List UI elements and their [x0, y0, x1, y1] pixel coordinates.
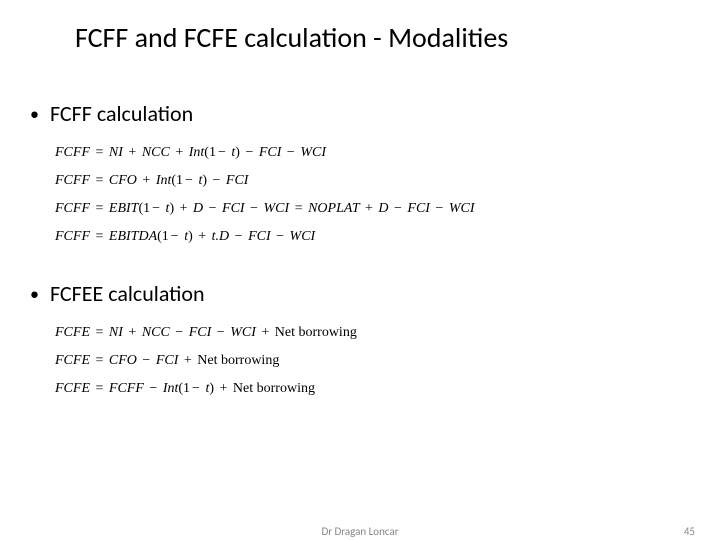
- fcff-formula-1: FCFF = NI + NCC + Int(1− t) − FCI − WCI: [55, 145, 720, 161]
- bullet-fcfe: • FCFEE calculation: [0, 280, 720, 307]
- slide-title: FCFF and FCFE calculation - Modalities: [0, 0, 720, 55]
- bullet-fcff: • FCFF calculation: [0, 100, 720, 127]
- bullet-fcff-label: FCFF calculation: [50, 100, 193, 127]
- fcfe-formula-3: FCFE = FCFF − Int(1− t) + Net borrowing: [55, 381, 720, 397]
- bullet-marker: •: [30, 283, 50, 305]
- page-number: 45: [684, 525, 695, 538]
- fcff-formula-2: FCFF = CFO + Int(1− t) − FCI: [55, 173, 720, 189]
- bullet-fcfe-label: FCFEE calculation: [50, 280, 205, 307]
- fcfe-formula-1: FCFE = NI + NCC − FCI − WCI + Net borrow…: [55, 325, 720, 341]
- fcfe-formula-block: FCFE = NI + NCC − FCI − WCI + Net borrow…: [0, 325, 720, 397]
- bullet-marker: •: [30, 103, 50, 125]
- fcff-formula-block: FCFF = NI + NCC + Int(1− t) − FCI − WCI …: [0, 145, 720, 245]
- fcff-formula-3: FCFF = EBIT(1− t) + D − FCI − WCI = NOPL…: [55, 201, 720, 217]
- fcff-formula-4: FCFF = EBITDA(1− t) + t.D − FCI − WCI: [55, 229, 720, 245]
- footer-author: Dr Dragan Loncar: [321, 525, 398, 538]
- fcfe-formula-2: FCFE = CFO − FCI + Net borrowing: [55, 353, 720, 369]
